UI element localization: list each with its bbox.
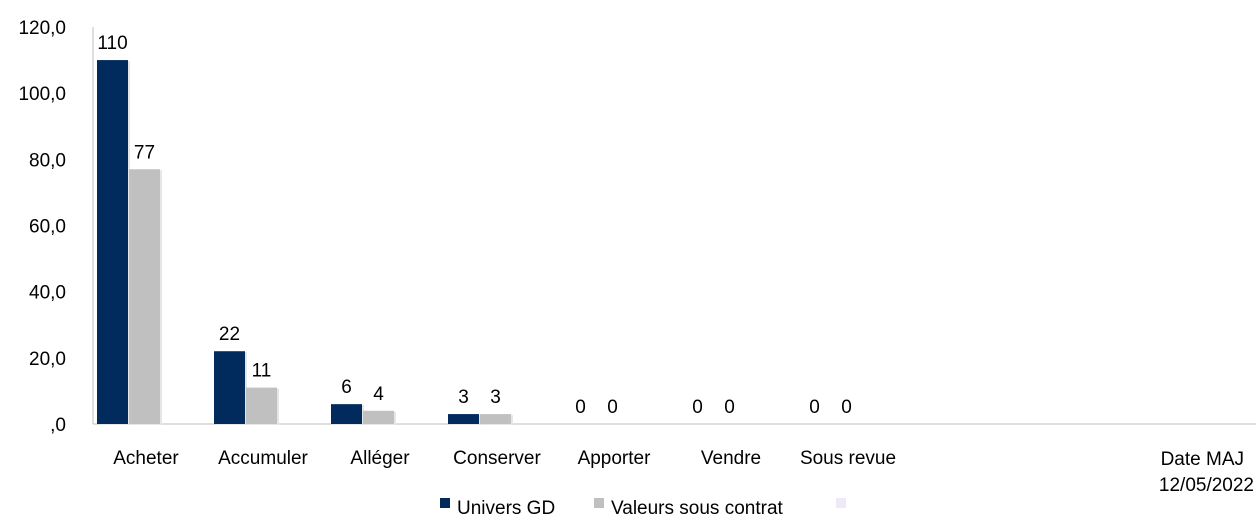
y-tick-label: 60,0 xyxy=(29,217,66,238)
category-label: Sous revue xyxy=(800,448,896,469)
data-label: 0 xyxy=(607,397,618,418)
data-label: 0 xyxy=(692,397,703,418)
data-label: 3 xyxy=(458,387,469,408)
data-label: 0 xyxy=(575,397,586,418)
category-labels: Acheter Accumuler Alléger Conserver Apporter… xyxy=(113,448,896,469)
bar xyxy=(97,60,128,424)
y-tick-label: 40,0 xyxy=(29,283,66,304)
category-label: Conserver xyxy=(453,448,541,469)
legend: Univers GD Valeurs sous contrat xyxy=(440,498,846,516)
data-label: 0 xyxy=(809,397,820,418)
data-label: 77 xyxy=(134,142,155,163)
update-date-note: Date MAJ 12/05/2022 xyxy=(1159,449,1254,496)
bar xyxy=(214,351,245,424)
category-label: Accumuler xyxy=(218,448,308,469)
bar xyxy=(480,414,511,424)
legend-label-valeurs-sous-contrat: Valeurs sous contrat xyxy=(611,498,784,516)
legend-label-univers-gd: Univers GD xyxy=(457,498,555,516)
legend-swatch-univers-gd xyxy=(440,498,450,508)
data-label: 11 xyxy=(252,361,272,382)
y-tick-label: 120,0 xyxy=(18,18,66,39)
data-label: 6 xyxy=(341,377,352,398)
data-label: 3 xyxy=(490,387,501,408)
bar xyxy=(331,404,362,424)
bars xyxy=(97,60,513,425)
data-label: 0 xyxy=(841,397,852,418)
y-tick-label: 80,0 xyxy=(29,150,66,171)
category-label: Vendre xyxy=(701,448,761,469)
update-date-label: Date MAJ xyxy=(1161,449,1244,470)
bar xyxy=(363,410,394,424)
update-date-value: 12/05/2022 xyxy=(1159,475,1254,496)
bar xyxy=(129,169,160,424)
data-label: 110 xyxy=(97,33,127,54)
data-label: 0 xyxy=(724,397,735,418)
y-axis: ,0 20,0 40,0 60,0 80,0 100,0 120,0 xyxy=(18,18,1256,436)
y-tick-label: 20,0 xyxy=(29,349,66,370)
legend-swatch-extra xyxy=(836,498,846,508)
category-label: Acheter xyxy=(113,448,179,469)
bar xyxy=(448,414,479,424)
y-tick-label: 100,0 xyxy=(18,84,66,105)
category-label: Alléger xyxy=(350,448,410,469)
y-tick-label: ,0 xyxy=(50,415,66,436)
bar xyxy=(246,387,277,424)
category-label: Apporter xyxy=(578,448,652,469)
legend-swatch-valeurs-sous-contrat xyxy=(594,498,604,508)
data-label: 4 xyxy=(373,384,384,405)
data-label: 22 xyxy=(219,324,240,345)
